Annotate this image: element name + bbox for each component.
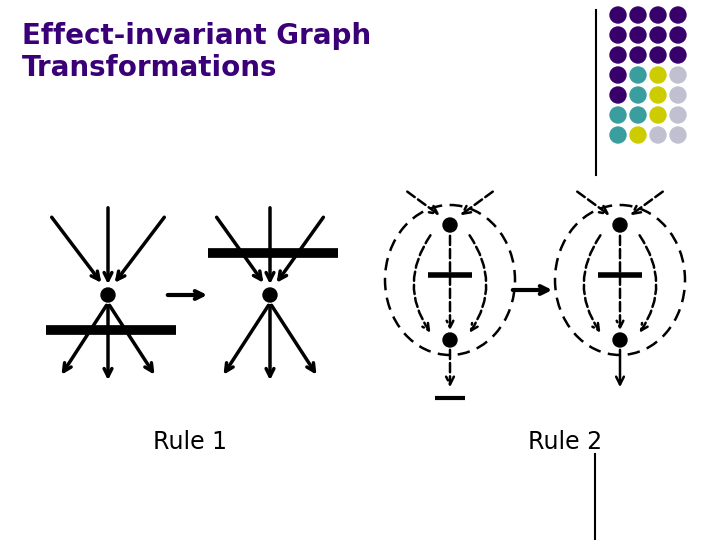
Circle shape	[670, 87, 686, 103]
Circle shape	[610, 27, 626, 43]
Circle shape	[610, 107, 626, 123]
Circle shape	[670, 127, 686, 143]
Circle shape	[650, 87, 666, 103]
Circle shape	[650, 107, 666, 123]
Circle shape	[630, 47, 646, 63]
Circle shape	[650, 7, 666, 23]
Circle shape	[670, 107, 686, 123]
Circle shape	[670, 47, 686, 63]
Text: Rule 1: Rule 1	[153, 430, 227, 454]
Circle shape	[610, 87, 626, 103]
Circle shape	[443, 333, 457, 347]
Circle shape	[670, 7, 686, 23]
Circle shape	[101, 288, 115, 302]
Circle shape	[650, 67, 666, 83]
Circle shape	[613, 218, 627, 232]
Circle shape	[630, 107, 646, 123]
Circle shape	[670, 27, 686, 43]
Circle shape	[670, 67, 686, 83]
Circle shape	[613, 333, 627, 347]
Circle shape	[443, 218, 457, 232]
Text: Rule 2: Rule 2	[528, 430, 602, 454]
Circle shape	[650, 47, 666, 63]
Circle shape	[630, 67, 646, 83]
Circle shape	[650, 27, 666, 43]
Circle shape	[610, 127, 626, 143]
Circle shape	[630, 87, 646, 103]
Circle shape	[610, 47, 626, 63]
Text: Effect-invariant Graph
Transformations: Effect-invariant Graph Transformations	[22, 22, 371, 83]
Circle shape	[610, 7, 626, 23]
Circle shape	[630, 7, 646, 23]
Circle shape	[630, 27, 646, 43]
Circle shape	[650, 127, 666, 143]
Circle shape	[263, 288, 277, 302]
Circle shape	[610, 67, 626, 83]
Circle shape	[630, 127, 646, 143]
